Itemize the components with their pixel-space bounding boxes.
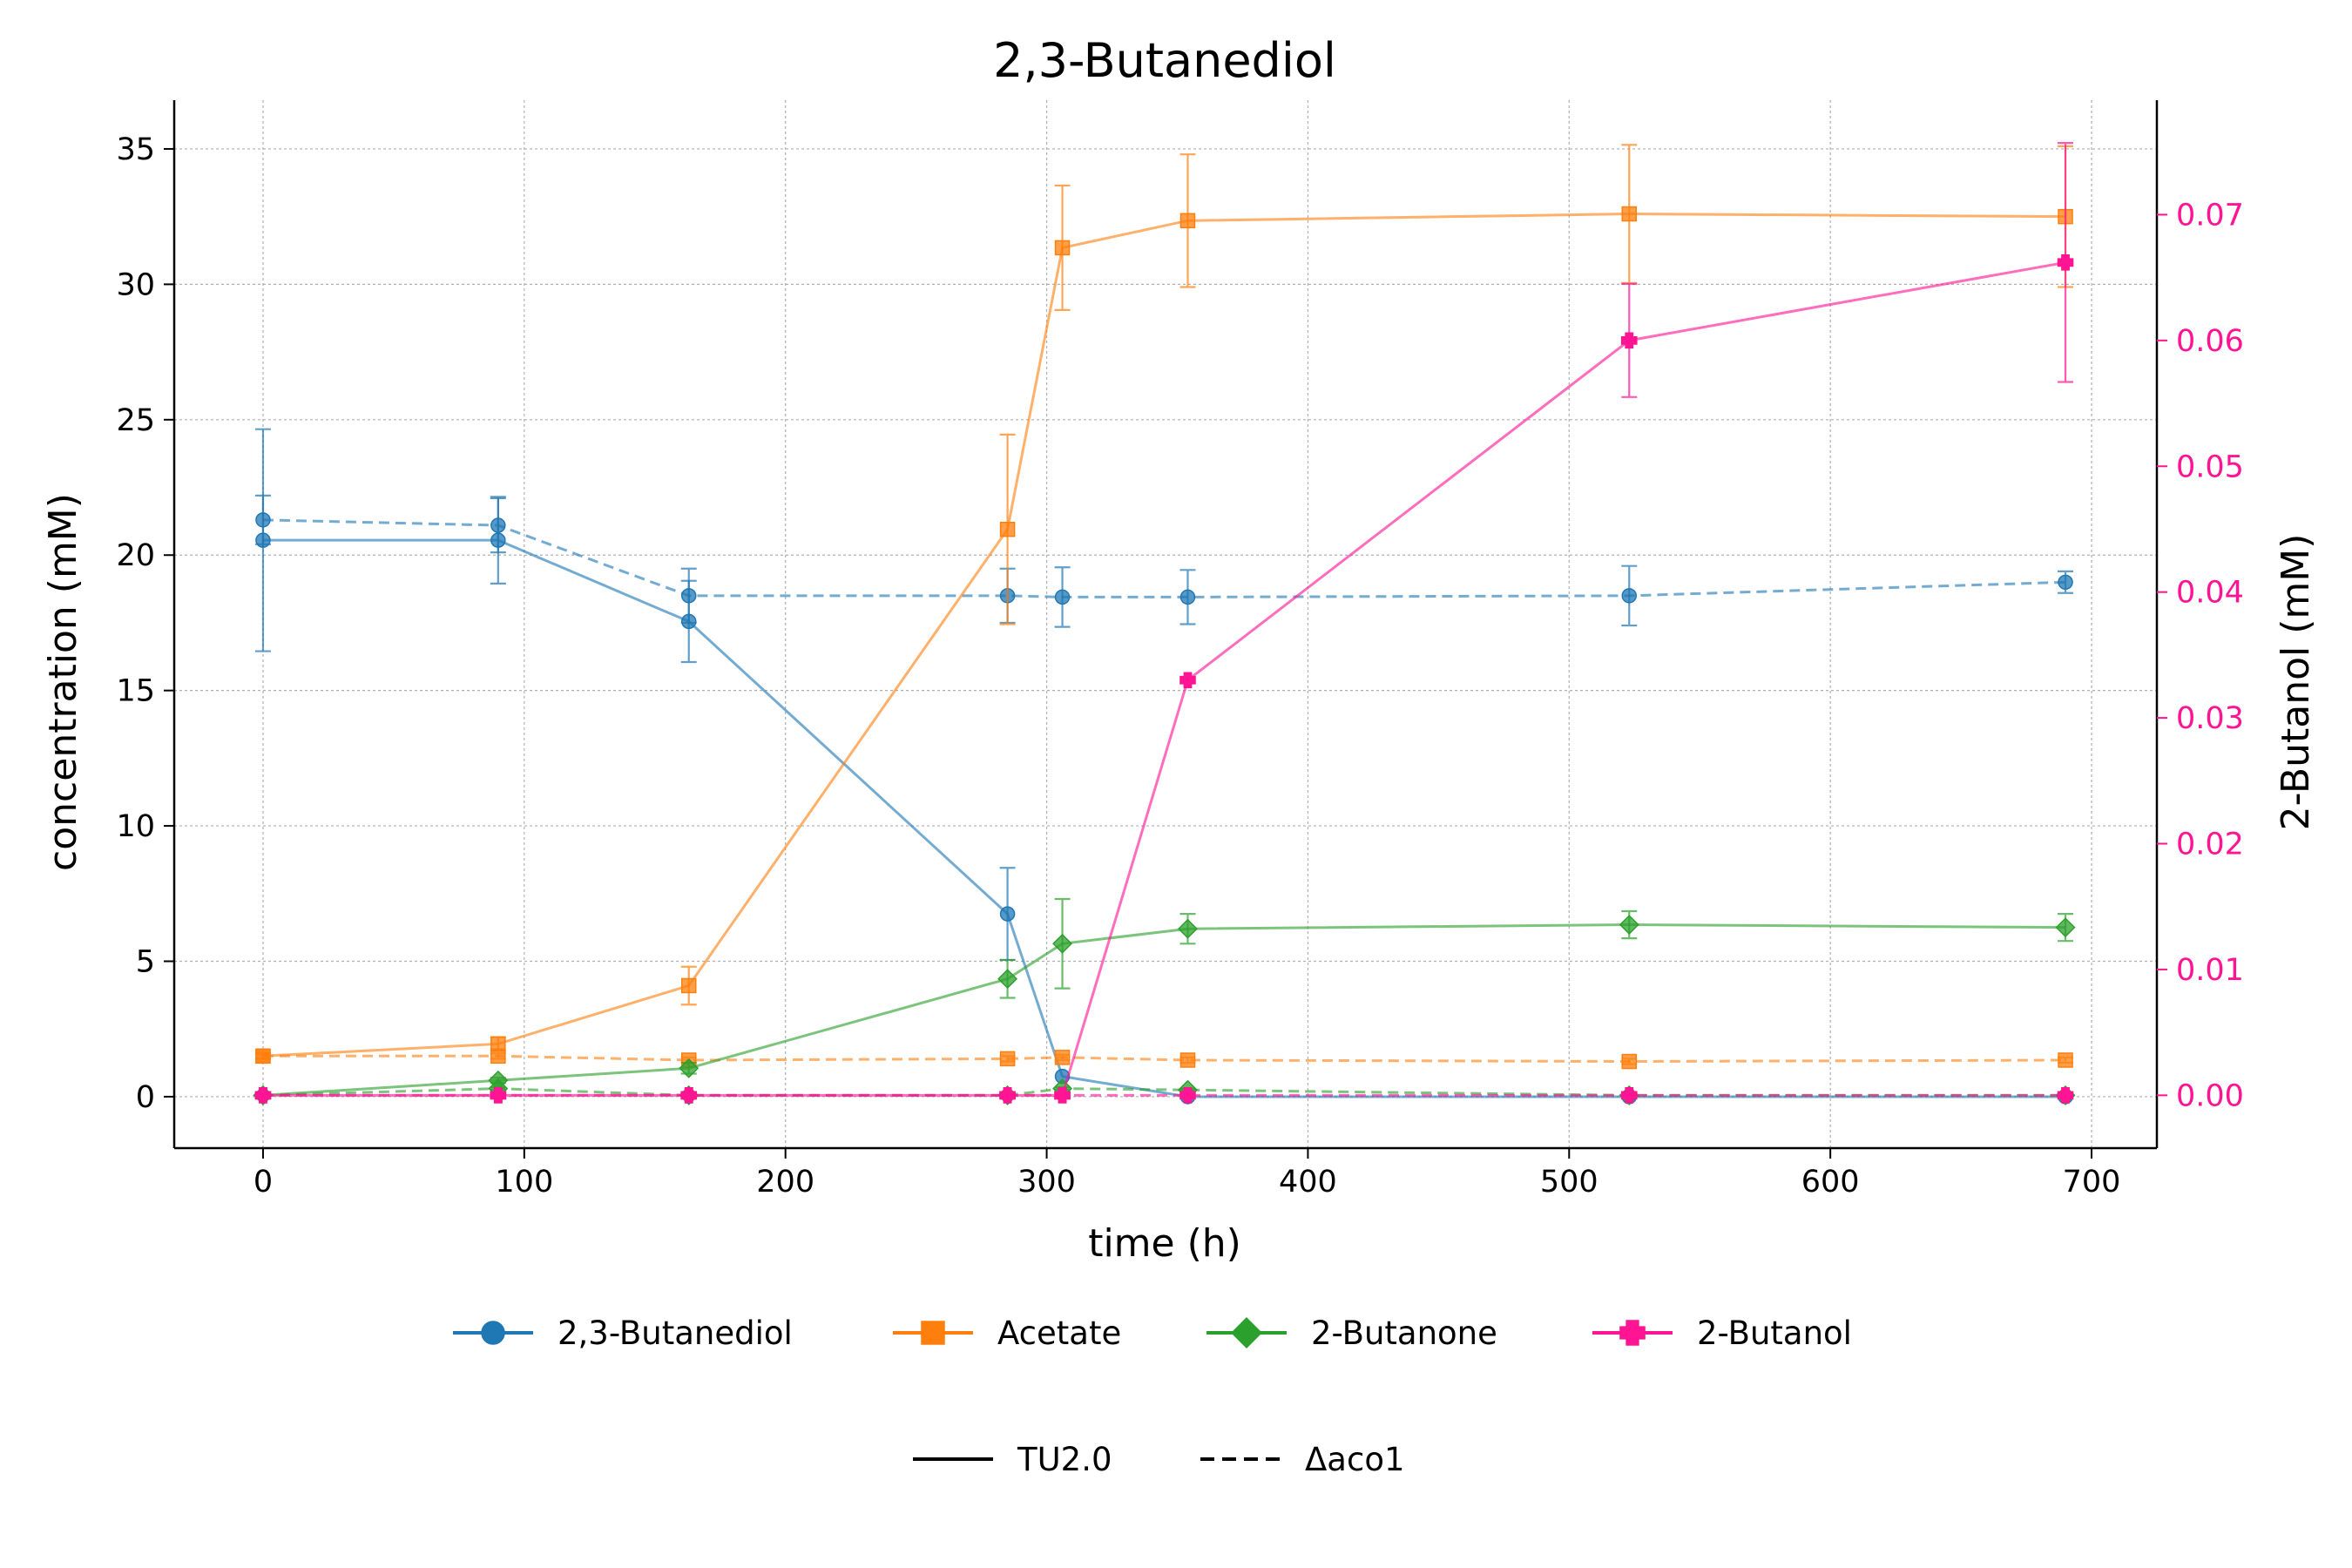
y-tick-label: 15	[116, 674, 155, 709]
x-tick-label: 0	[253, 1165, 273, 1200]
x-tick-label: 100	[495, 1165, 553, 1200]
y-tick-label: 0	[136, 1080, 155, 1115]
data-point	[2057, 1087, 2074, 1104]
data-point	[679, 1058, 700, 1078]
data-point	[254, 1087, 272, 1104]
series-line	[262, 518, 2066, 598]
data-point	[1179, 213, 1196, 229]
series-2-3-butanediol-tu2	[254, 428, 2073, 1105]
legend-label: 2-Butanone	[1311, 1315, 1497, 1352]
data-point	[997, 969, 1018, 990]
plot-area	[253, 142, 2076, 1105]
data-point	[680, 588, 697, 604]
y-tick-label: 30	[116, 267, 155, 302]
right-y-tick-label: 0.03	[2176, 701, 2244, 736]
data-point	[1054, 589, 1071, 605]
series-line	[262, 1054, 2066, 1064]
series-acetate-aco1	[254, 1048, 2074, 1070]
chart-title: 2,3-Butanediol	[993, 33, 1336, 88]
legend-label: Δaco1	[1305, 1441, 1405, 1478]
series-2-butanone-tu2	[253, 897, 2076, 1105]
series-line	[262, 213, 2066, 1058]
y-tick-label: 10	[116, 809, 155, 844]
y-tick-label: 20	[116, 538, 155, 573]
data-point	[255, 1048, 271, 1064]
data-point	[1054, 1087, 1071, 1104]
x-tick-label: 500	[1540, 1165, 1598, 1200]
data-point	[999, 906, 1016, 922]
data-point	[1621, 588, 1638, 604]
grid	[174, 100, 2157, 1148]
data-point	[255, 512, 271, 528]
data-point	[1619, 915, 1639, 936]
data-point	[1179, 1052, 1196, 1068]
data-point	[490, 1087, 507, 1104]
legend-style-aco1: Δaco1	[1200, 1441, 1405, 1478]
data-point	[1054, 1050, 1071, 1065]
y-axis-title: concentration (mM)	[41, 493, 85, 871]
data-point	[999, 1051, 1016, 1067]
x-tick-label: 200	[756, 1165, 814, 1200]
data-point	[490, 517, 506, 533]
data-point	[999, 1087, 1016, 1104]
right-y-axis-title: 2-Butanol (mM)	[2274, 534, 2318, 831]
data-point	[2058, 574, 2073, 591]
data-point	[999, 521, 1016, 537]
data-point	[680, 977, 697, 994]
data-point	[1054, 240, 1071, 256]
right-y-tick-label: 0.04	[2176, 576, 2244, 611]
right-y-tick-label: 0.06	[2176, 324, 2244, 359]
right-y-tick-label: 0.05	[2176, 449, 2244, 484]
legend-label: 2-Butanol	[1697, 1315, 1852, 1352]
legend-entry-2-3-butanediol: 2,3-Butanediol	[453, 1315, 793, 1352]
legend-marker	[481, 1321, 505, 1345]
x-tick-label: 600	[1801, 1165, 1860, 1200]
legend-label: 2,3-Butanediol	[558, 1315, 793, 1352]
data-point	[1620, 1087, 1638, 1104]
data-point	[1621, 206, 1638, 222]
x-tick-label: 300	[1017, 1165, 1076, 1200]
data-point	[680, 1087, 698, 1104]
data-point	[490, 1048, 506, 1064]
y-tick-label: 25	[116, 403, 155, 438]
legend-entry-2-butanol: 2-Butanol	[1592, 1315, 1852, 1352]
series-line	[262, 260, 2066, 1097]
legend-marker	[1619, 1320, 1646, 1346]
y-tick-label: 35	[116, 132, 155, 167]
series-line	[262, 923, 2066, 1097]
legend-entry-acetate: Acetate	[893, 1315, 1121, 1352]
series-2-butanol-aco1	[254, 1087, 2074, 1104]
legend-label: Acetate	[997, 1315, 1121, 1352]
legend-label: TU2.0	[1017, 1441, 1112, 1478]
data-point	[1178, 918, 1198, 939]
data-point	[1179, 589, 1196, 605]
y-tick-label: 5	[136, 945, 155, 980]
data-point	[1052, 933, 1073, 954]
data-point	[2055, 917, 2076, 938]
series-2-butanol-tu2	[254, 142, 2074, 1104]
legend-marker	[921, 1321, 945, 1345]
legend: 2,3-Butanediol Acetate 2-Butanone 2-Butanol…	[453, 1315, 1852, 1478]
data-point	[2057, 253, 2074, 271]
data-point	[1621, 1053, 1638, 1070]
legend-marker	[1231, 1317, 1262, 1348]
right-y-tick-label: 0.07	[2176, 198, 2244, 233]
data-point	[1179, 1087, 1196, 1104]
data-point	[1179, 672, 1196, 689]
series-2-3-butanediol-aco1	[254, 494, 2074, 628]
axes: 0 100 200 300 400 500 600 700 0 5 10 15 20 25 30 35 0.00…	[116, 100, 2244, 1200]
x-axis-title: time (h)	[1088, 1221, 1241, 1266]
series-line	[262, 538, 2066, 1098]
x-tick-label: 400	[1279, 1165, 1337, 1200]
right-y-tick-label: 0.02	[2176, 828, 2244, 862]
data-point	[1620, 332, 1638, 349]
data-point	[2058, 1052, 2073, 1068]
right-y-tick-label: 0.00	[2176, 1078, 2244, 1113]
legend-style-tu2: TU2.0	[913, 1441, 1112, 1478]
legend-entry-2-butanone: 2-Butanone	[1206, 1315, 1497, 1352]
x-tick-label: 700	[2063, 1165, 2121, 1200]
right-y-tick-label: 0.01	[2176, 953, 2244, 988]
